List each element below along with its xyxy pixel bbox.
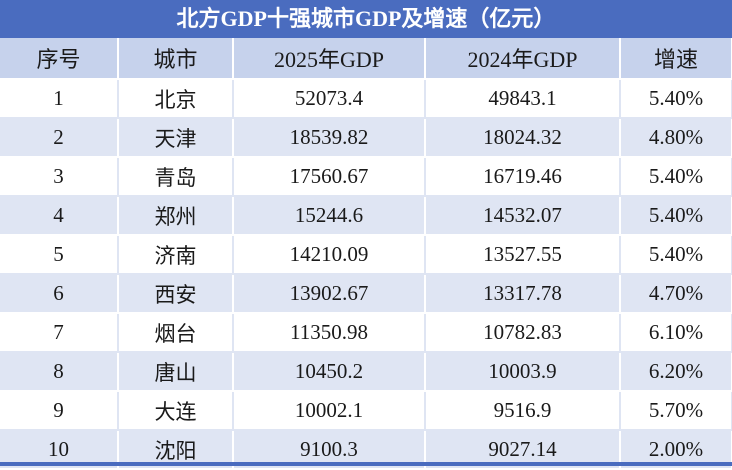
gdp-table: 序号 城市 2025年GDP 2024年GDP 增速 1 北京 52073.4 49843.1… bbox=[0, 38, 732, 470]
table-cell: 10450.2 bbox=[233, 352, 426, 392]
table-row: 5 济南 14210.09 13527.55 5.40% bbox=[0, 235, 732, 275]
table-row: 2 天津 18539.82 18024.32 4.80% bbox=[0, 118, 732, 158]
header-row: 序号 城市 2025年GDP 2024年GDP 增速 bbox=[0, 38, 732, 80]
table-cell: 5.40% bbox=[620, 79, 732, 119]
table-cell: 8 bbox=[0, 352, 119, 392]
table-cell: 14532.07 bbox=[425, 196, 621, 236]
table-cell: 9516.9 bbox=[425, 391, 621, 431]
table-cell: 17560.67 bbox=[233, 157, 426, 197]
table-cell: 大连 bbox=[118, 391, 234, 431]
table-cell: 烟台 bbox=[118, 313, 234, 353]
table-row: 8 唐山 10450.2 10003.9 6.20% bbox=[0, 352, 732, 392]
table-cell: 13902.67 bbox=[233, 274, 426, 314]
table-cell: 5.70% bbox=[620, 391, 732, 431]
table-cell: 济南 bbox=[118, 235, 234, 275]
table-cell: 18024.32 bbox=[425, 118, 621, 158]
table-cell: 13527.55 bbox=[425, 235, 621, 275]
table-cell: 15244.6 bbox=[233, 196, 426, 236]
table-cell: 6.20% bbox=[620, 352, 732, 392]
table-cell: 西安 bbox=[118, 274, 234, 314]
table-cell: 49843.1 bbox=[425, 79, 621, 119]
table-cell: 4 bbox=[0, 196, 119, 236]
table-cell: 6 bbox=[0, 274, 119, 314]
table-row: 4 郑州 15244.6 14532.07 5.40% bbox=[0, 196, 732, 236]
table-cell: 16719.46 bbox=[425, 157, 621, 197]
column-header: 增速 bbox=[620, 38, 732, 80]
table-cell: 天津 bbox=[118, 118, 234, 158]
table-cell: 7 bbox=[0, 313, 119, 353]
table-cell: 52073.4 bbox=[233, 79, 426, 119]
table-cell: 18539.82 bbox=[233, 118, 426, 158]
table-row: 6 西安 13902.67 13317.78 4.70% bbox=[0, 274, 732, 314]
table-cell: 6.10% bbox=[620, 313, 732, 353]
table-title: 北方GDP十强城市GDP及增速（亿元） bbox=[0, 0, 732, 38]
table-body: 1 北京 52073.4 49843.1 5.40% 2 天津 18539.82 18024.3… bbox=[0, 79, 732, 470]
bottom-border bbox=[0, 462, 732, 466]
column-header: 序号 bbox=[0, 38, 119, 80]
table-cell: 5.40% bbox=[620, 196, 732, 236]
table-row: 1 北京 52073.4 49843.1 5.40% bbox=[0, 79, 732, 119]
table-cell: 14210.09 bbox=[233, 235, 426, 275]
table-cell: 郑州 bbox=[118, 196, 234, 236]
table-cell: 10003.9 bbox=[425, 352, 621, 392]
table-cell: 2 bbox=[0, 118, 119, 158]
table-row: 7 烟台 11350.98 10782.83 6.10% bbox=[0, 313, 732, 353]
table-cell: 北京 bbox=[118, 79, 234, 119]
column-header: 2024年GDP bbox=[425, 38, 621, 80]
table-row: 3 青岛 17560.67 16719.46 5.40% bbox=[0, 157, 732, 197]
table-cell: 11350.98 bbox=[233, 313, 426, 353]
table-cell: 10782.83 bbox=[425, 313, 621, 353]
table-cell: 10002.1 bbox=[233, 391, 426, 431]
column-header: 2025年GDP bbox=[233, 38, 426, 80]
column-header: 城市 bbox=[118, 38, 234, 80]
table-cell: 青岛 bbox=[118, 157, 234, 197]
table-cell: 4.80% bbox=[620, 118, 732, 158]
table-cell: 13317.78 bbox=[425, 274, 621, 314]
table-cell: 5 bbox=[0, 235, 119, 275]
table-cell: 唐山 bbox=[118, 352, 234, 392]
table-row: 9 大连 10002.1 9516.9 5.70% bbox=[0, 391, 732, 431]
table-cell: 1 bbox=[0, 79, 119, 119]
table-cell: 9 bbox=[0, 391, 119, 431]
table-cell: 5.40% bbox=[620, 157, 732, 197]
table-cell: 3 bbox=[0, 157, 119, 197]
table-cell: 4.70% bbox=[620, 274, 732, 314]
table-cell: 5.40% bbox=[620, 235, 732, 275]
